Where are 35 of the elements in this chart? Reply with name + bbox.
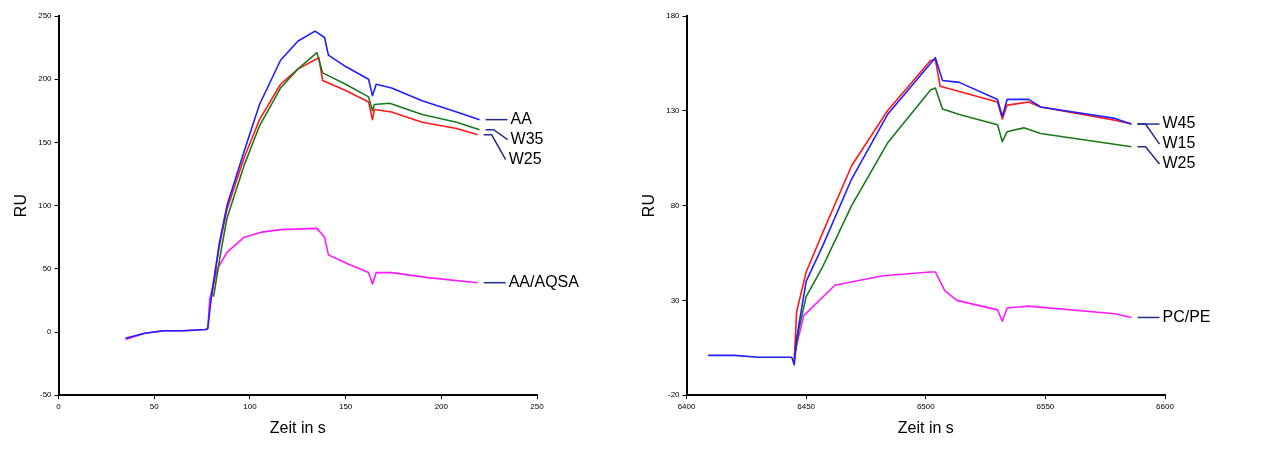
series-label: AA — [510, 110, 533, 128]
x-tick-label: 6450 — [797, 402, 816, 412]
x-axis-title: Zeit in s — [897, 418, 954, 436]
text: W15 — [1162, 134, 1196, 152]
series-label: W35 — [510, 130, 544, 148]
x-tick-label: 100 — [243, 402, 258, 412]
y-tick-label: 150 — [38, 137, 53, 147]
y-tick-label: 0 — [47, 327, 53, 337]
y-tick-label: -20 — [667, 390, 681, 400]
x-axis-title: Zeit in s — [269, 418, 326, 436]
x-tick-label: 6550 — [1036, 402, 1055, 412]
x-tick-label: 250 — [530, 402, 545, 412]
y-axis-title: RU — [12, 194, 30, 218]
y-tick-label: 50 — [42, 264, 53, 273]
x-tick-label: 6500 — [916, 402, 936, 412]
y-tick-label: 250 — [38, 11, 53, 21]
x-tick-label: 50 — [149, 402, 160, 412]
y-tick-label: 30 — [670, 295, 681, 305]
x-tick-label: 0 — [56, 402, 62, 412]
text: W25 — [508, 150, 542, 168]
y-tick-label: 200 — [38, 74, 53, 84]
series-label: W45 — [1162, 114, 1196, 132]
y-tick-label: 100 — [38, 200, 53, 210]
x-tick-label: 200 — [434, 402, 449, 412]
x-tick-label: 6400 — [677, 402, 696, 412]
y-tick-label: -50 — [39, 390, 53, 400]
y-tick-label: 80 — [670, 200, 681, 210]
y-axis-title: RU — [640, 194, 658, 218]
y-tick-label: 130 — [666, 106, 681, 115]
x-tick-label: 150 — [338, 402, 353, 412]
x-tick-label: 6600 — [1156, 402, 1175, 412]
series-label: AA/AQSA — [508, 273, 580, 291]
y-tick-label: 180 — [666, 11, 681, 21]
series-label: PC/PE — [1162, 307, 1211, 325]
series-label: W25 — [1162, 154, 1196, 172]
